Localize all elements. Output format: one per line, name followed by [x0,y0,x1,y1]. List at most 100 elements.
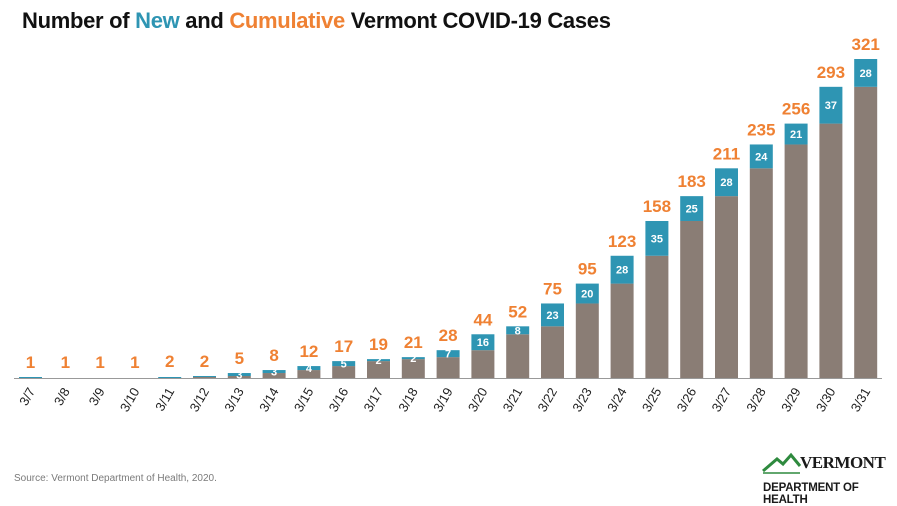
x-tick-label: 3/22 [534,385,560,414]
total-label: 1 [61,353,70,372]
new-cases-label: 25 [686,204,698,216]
cumulative-bar [193,377,216,378]
cumulative-bar [541,326,564,378]
total-label: 2 [165,352,174,371]
new-cases-bar [819,86,843,124]
total-label: 1 [26,353,35,372]
cumulative-bar [297,370,321,378]
total-label: 321 [852,35,880,54]
new-cases-bar [158,377,182,378]
new-cases-bar [19,377,42,378]
new-cases-label: 37 [825,100,837,112]
new-cases-bar [471,334,495,351]
total-label: 52 [508,302,527,321]
total-label: 21 [404,333,423,352]
new-cases-label: 4 [306,363,313,375]
x-tick-label: 3/14 [256,385,282,414]
total-label: 28 [439,326,458,345]
total-label: 2 [200,352,209,371]
title-middle: and [179,8,230,33]
x-tick-label: 3/11 [152,385,177,414]
x-tick-label: 3/18 [395,385,421,414]
new-cases-bar [262,370,286,374]
new-cases-label: 3 [271,367,277,379]
cumulative-bar [436,357,460,378]
new-cases-bar [401,357,425,360]
x-tick-label: 3/24 [604,385,630,414]
new-cases-label: 28 [720,177,732,189]
x-tick-label: 3/28 [743,385,769,414]
total-label: 235 [747,120,775,139]
new-cases-label: 5 [341,359,347,371]
cumulative-bar [680,220,704,378]
x-tick-label: 3/13 [221,385,247,414]
x-tick-label: 3/15 [291,385,317,414]
title-suffix: Vermont COVID-19 Cases [344,8,611,33]
cumulative-bar [262,373,286,378]
x-tick-label: 3/21 [500,385,526,414]
new-cases-bar [610,255,634,284]
total-label: 44 [473,310,492,329]
chart-title: Number of New and Cumulative Vermont COV… [22,8,611,34]
cumulative-bar [610,283,634,378]
title-prefix: Number of [22,8,136,33]
new-cases-label: 2 [410,353,416,365]
title-new-word: New [135,8,180,33]
source-note: Source: Vermont Department of Health, 20… [14,473,217,484]
cumulative-bar [749,168,773,378]
new-cases-bar [332,361,356,367]
cumulative-bar [819,123,843,378]
logo-name: VERMONT [800,453,886,472]
total-label: 293 [817,63,845,82]
x-tick-label: 3/29 [778,385,804,414]
new-cases-label: 16 [477,337,489,349]
new-cases-bar [645,220,669,256]
x-tick-label: 3/12 [186,385,212,414]
cumulative-bar [332,366,356,378]
total-label: 1 [95,353,104,372]
new-cases-bar [749,144,773,169]
total-label: 95 [578,260,597,279]
total-label: 158 [643,197,671,216]
total-label: 8 [269,346,278,365]
new-cases-label: 21 [790,129,802,141]
new-cases-bar [541,303,564,327]
cumulative-bar [401,359,425,378]
new-cases-bar [297,366,321,371]
cumulative-bar [506,334,530,378]
new-cases-bar [680,196,704,221]
new-cases-label: 28 [616,265,628,277]
x-tick-label: 3/10 [117,385,143,414]
x-tick-label: 3/30 [813,385,839,414]
cumulative-bar [575,303,599,378]
total-label: 19 [369,335,388,354]
new-cases-label: 3 [236,370,242,382]
total-label: 5 [235,349,244,368]
x-tick-label: 3/17 [360,385,386,414]
cumulative-bar [471,350,495,378]
new-cases-bar [784,123,808,145]
total-label: 211 [713,144,740,163]
new-cases-bar [227,373,251,377]
cumulative-bar [227,376,251,378]
x-tick-label: 3/9 [86,385,108,408]
total-label: 75 [543,279,562,298]
cumulative-bar [367,361,390,378]
cumulative-bar [645,255,669,378]
new-cases-bar [854,59,878,87]
total-label: 183 [678,172,706,191]
x-tick-label: 3/25 [639,385,665,414]
new-cases-bar [715,168,738,197]
new-cases-label: 7 [445,349,451,361]
new-cases-bar [193,376,216,378]
total-label: 256 [782,100,810,119]
total-label: 1 [130,353,139,372]
x-tick-label: 3/23 [569,385,595,414]
new-cases-label: 20 [581,289,593,301]
x-tick-label: 3/7 [16,385,38,408]
new-cases-bar [575,283,599,304]
cumulative-bar [854,86,878,378]
new-cases-label: 2 [375,355,381,367]
new-cases-bar [436,350,460,358]
